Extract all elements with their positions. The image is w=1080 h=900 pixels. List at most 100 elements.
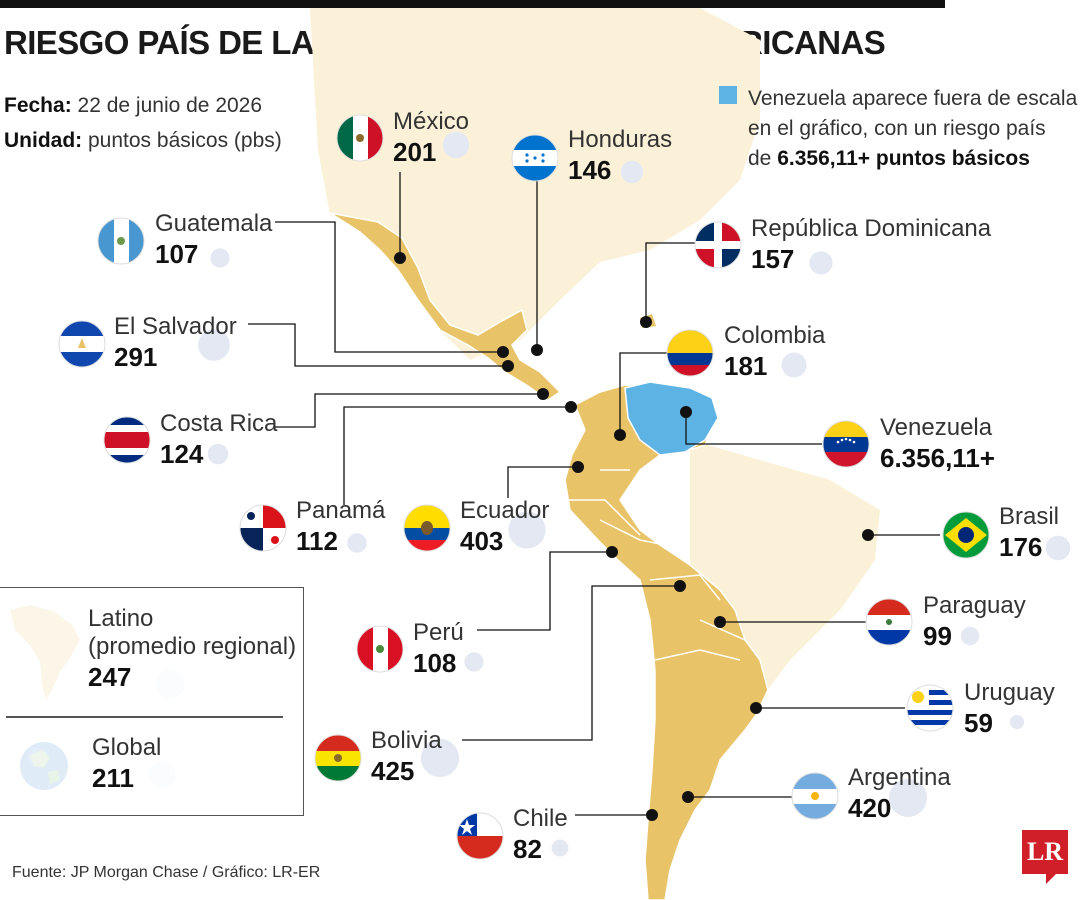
argentina-flag-icon bbox=[791, 772, 839, 820]
bolivia-flag-icon bbox=[314, 734, 362, 782]
venezuela-land bbox=[624, 381, 719, 456]
note-line-3-prefix: de bbox=[748, 147, 772, 170]
country-value: 6.356,11+ bbox=[880, 443, 995, 473]
lr-logo-tail bbox=[1046, 874, 1056, 884]
country-value: 425 bbox=[371, 756, 415, 786]
bubble-argentina bbox=[889, 779, 927, 817]
label-chile: Chile 82 bbox=[513, 805, 568, 865]
paraguay-flag-icon bbox=[865, 598, 913, 646]
date-line: Fecha: 22 de junio de 2026 bbox=[4, 94, 262, 118]
venezuela-flag-icon bbox=[822, 420, 870, 468]
bubble-chile bbox=[551, 839, 569, 857]
unit-value: puntos básicos (pbs) bbox=[88, 129, 282, 152]
country-value: 403 bbox=[460, 526, 504, 556]
country-name: Panamá bbox=[296, 497, 386, 524]
bubble-ecuador bbox=[508, 511, 546, 549]
lr-logo: LR bbox=[1022, 830, 1068, 874]
note-line-2: en el gráfico, con un riesgo país bbox=[748, 117, 1046, 140]
label-venezuela: Venezuela 6.356,11+ bbox=[880, 414, 995, 474]
country-value: 201 bbox=[393, 137, 437, 167]
country-name: Venezuela bbox=[880, 414, 993, 441]
bubble-peru bbox=[464, 652, 484, 672]
peru-flag-icon bbox=[356, 625, 404, 673]
brasil-flag-icon bbox=[942, 511, 990, 559]
country-value: 108 bbox=[413, 648, 457, 678]
country-name: Ecuador bbox=[460, 497, 550, 524]
country-name: Colombia bbox=[724, 322, 826, 349]
legend-global-value: 211 bbox=[92, 763, 134, 793]
chile-flag-icon bbox=[456, 812, 504, 860]
label-paraguay: Paraguay 99 bbox=[923, 592, 1026, 652]
venezuela-note: Venezuela aparece fuera de escala en el … bbox=[748, 84, 1078, 174]
bubble-mexico bbox=[442, 131, 470, 159]
label-mexico: México 201 bbox=[393, 108, 469, 168]
label-dominicana: República Dominicana 157 bbox=[751, 215, 991, 275]
country-value: 82 bbox=[513, 834, 542, 864]
label-peru: Perú 108 bbox=[413, 619, 464, 679]
bubble-dominicana bbox=[809, 251, 833, 275]
unit-label: Unidad: bbox=[4, 129, 83, 152]
country-name: Brasil bbox=[999, 503, 1060, 530]
ecuador-flag-icon bbox=[403, 504, 451, 552]
country-name: El Salvador bbox=[114, 313, 237, 340]
uruguay-flag-icon bbox=[906, 684, 954, 732]
country-name: Uruguay bbox=[964, 679, 1055, 706]
salvador-flag-icon bbox=[58, 320, 106, 368]
country-value: 124 bbox=[160, 439, 204, 469]
date-value: 22 de junio de 2026 bbox=[77, 94, 263, 117]
bubble-colombia bbox=[781, 352, 807, 378]
legend-separator bbox=[6, 716, 283, 718]
country-value: 99 bbox=[923, 621, 952, 651]
bubble-panama bbox=[347, 533, 367, 553]
honduras-flag-icon bbox=[511, 134, 559, 182]
top-bar bbox=[0, 0, 945, 8]
south-america-land bbox=[564, 384, 769, 900]
country-value: 176 bbox=[999, 532, 1043, 562]
country-name: Argentina bbox=[848, 764, 951, 791]
date-label: Fecha: bbox=[4, 94, 72, 117]
country-name: Costa Rica bbox=[160, 410, 278, 437]
bubble-uruguay bbox=[1009, 714, 1025, 730]
label-bolivia: Bolivia 425 bbox=[371, 727, 442, 787]
bubble-honduras bbox=[620, 160, 644, 184]
country-value: 157 bbox=[751, 244, 795, 274]
country-value: 59 bbox=[964, 708, 993, 738]
country-dots bbox=[394, 252, 874, 821]
bubble-bolivia bbox=[420, 738, 460, 778]
source-note: Fuente: JP Morgan Chase / Gráfico: LR-ER bbox=[12, 864, 321, 881]
bubble-salvador bbox=[198, 329, 230, 361]
unit-line: Unidad: puntos básicos (pbs) bbox=[4, 129, 282, 153]
leader-lines bbox=[248, 172, 940, 816]
country-borders bbox=[565, 469, 746, 661]
venezuela-note-swatch bbox=[719, 86, 737, 104]
legend-latino-value: 247 bbox=[88, 662, 132, 692]
colombia-flag-icon bbox=[666, 329, 714, 377]
label-panama: Panamá 112 bbox=[296, 497, 385, 557]
note-line-3-bold: 6.356,11+ puntos básicos bbox=[777, 147, 1030, 170]
country-name: Paraguay bbox=[923, 592, 1026, 619]
country-value: 112 bbox=[296, 526, 338, 556]
costarica-flag-icon bbox=[103, 416, 151, 464]
north-america-land bbox=[310, 8, 760, 360]
country-name: Chile bbox=[513, 805, 568, 832]
label-honduras: Honduras 146 bbox=[568, 126, 672, 186]
panama-flag-icon bbox=[239, 504, 287, 552]
label-uruguay: Uruguay 59 bbox=[964, 679, 1055, 739]
country-value: 420 bbox=[848, 793, 892, 823]
legend-box bbox=[0, 587, 304, 816]
dominicana-flag-icon bbox=[694, 221, 742, 269]
country-value: 146 bbox=[568, 155, 612, 185]
country-name: Perú bbox=[413, 619, 464, 646]
country-name: Honduras bbox=[568, 126, 673, 153]
country-value: 107 bbox=[155, 239, 199, 269]
label-colombia: Colombia 181 bbox=[724, 322, 825, 382]
label-brasil: Brasil 176 bbox=[999, 503, 1059, 563]
bubble-costarica bbox=[207, 443, 229, 465]
legend-latino-line1: Latino bbox=[88, 605, 154, 632]
label-costarica: Costa Rica 124 bbox=[160, 410, 277, 470]
label-ecuador: Ecuador 403 bbox=[460, 497, 549, 557]
label-argentina: Argentina 420 bbox=[848, 764, 951, 824]
bubble-brasil bbox=[1045, 535, 1071, 561]
country-value: 291 bbox=[114, 342, 158, 372]
legend-latino: Latino (promedio regional) 247 bbox=[88, 605, 296, 693]
